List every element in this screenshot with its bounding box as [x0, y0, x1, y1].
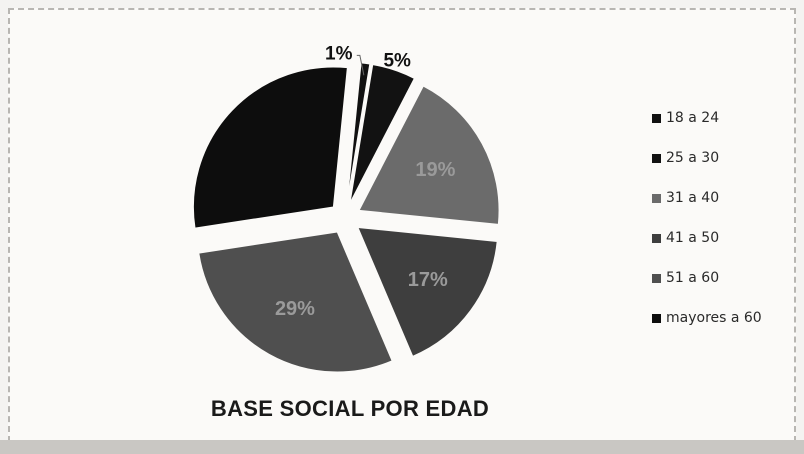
legend-swatch-4: [652, 233, 661, 243]
legend-item-2: 25 a 30: [652, 138, 762, 178]
pie-slice-2: [349, 64, 415, 204]
chart-legend: 18 a 24 25 a 30 31 a 40 41 a 50 51 a 60 mayor…: [652, 98, 762, 338]
legend-swatch-5: [652, 273, 661, 283]
legend-label-3: 31 a 40: [666, 190, 720, 206]
legend-swatch-2: [652, 153, 661, 163]
data-label-2: 5%: [383, 50, 411, 71]
pie-slice-4: [357, 226, 498, 357]
legend-label-6: mayores a 60: [666, 310, 762, 326]
legend-swatch-6: [652, 313, 661, 323]
legend-label-4: 41 a 50: [666, 230, 720, 246]
legend-item-4: 41 a 50: [652, 218, 762, 258]
legend-label-2: 25 a 30: [666, 150, 720, 166]
pie-slice-5: [198, 231, 393, 373]
legend-swatch-1: [652, 113, 661, 123]
legend-item-1: 18 a 24: [652, 98, 762, 138]
leader-line-1: [356, 54, 365, 76]
chart-title: BASE SOCIAL POR EDAD: [210, 396, 490, 421]
data-label-5: 29%: [275, 298, 315, 320]
pie-slice-6: [192, 66, 348, 229]
legend-item-3: 31 a 40: [652, 178, 762, 218]
legend-label-5: 51 a 60: [666, 270, 720, 286]
legend-swatch-3: [652, 193, 661, 203]
data-label-4: 17%: [408, 269, 448, 291]
legend-item-6: mayores a 60: [652, 298, 762, 338]
data-label-3: 19%: [415, 159, 455, 181]
legend-item-5: 51 a 60: [652, 258, 762, 298]
scan-edge: [0, 440, 804, 454]
pie-slice-3: [358, 85, 500, 225]
legend-label-1: 18 a 24: [666, 110, 720, 126]
data-label-1: 1%: [325, 43, 353, 64]
